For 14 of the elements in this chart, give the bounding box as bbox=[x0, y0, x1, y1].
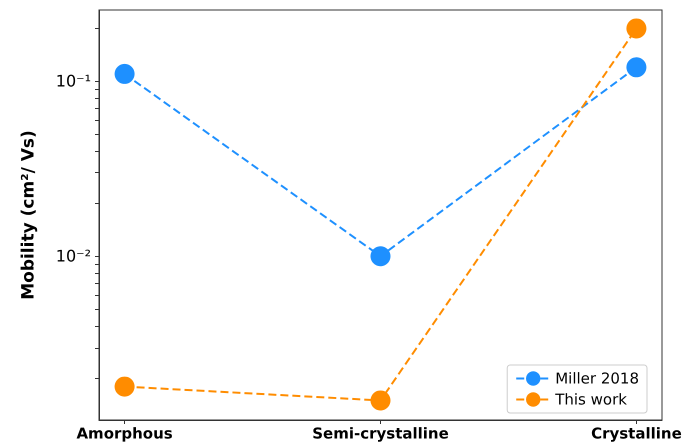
point bbox=[370, 390, 390, 410]
point bbox=[626, 18, 646, 38]
y-tick-label: 10⁻¹ bbox=[56, 72, 91, 91]
y-axis-title: Mobility (cm²/ Vs) bbox=[18, 130, 38, 300]
x-tick-label: Crystalline bbox=[591, 424, 682, 442]
point bbox=[114, 64, 135, 84]
point bbox=[114, 376, 135, 397]
legend-label: This work bbox=[554, 390, 628, 408]
y-tick-label: 10⁻² bbox=[56, 246, 91, 266]
legend-label: Miller 2018 bbox=[555, 370, 640, 388]
point bbox=[370, 246, 390, 266]
x-tick-label: Amorphous bbox=[76, 424, 173, 442]
x-tick-label: Semi-crystalline bbox=[312, 424, 449, 442]
point bbox=[626, 57, 646, 78]
